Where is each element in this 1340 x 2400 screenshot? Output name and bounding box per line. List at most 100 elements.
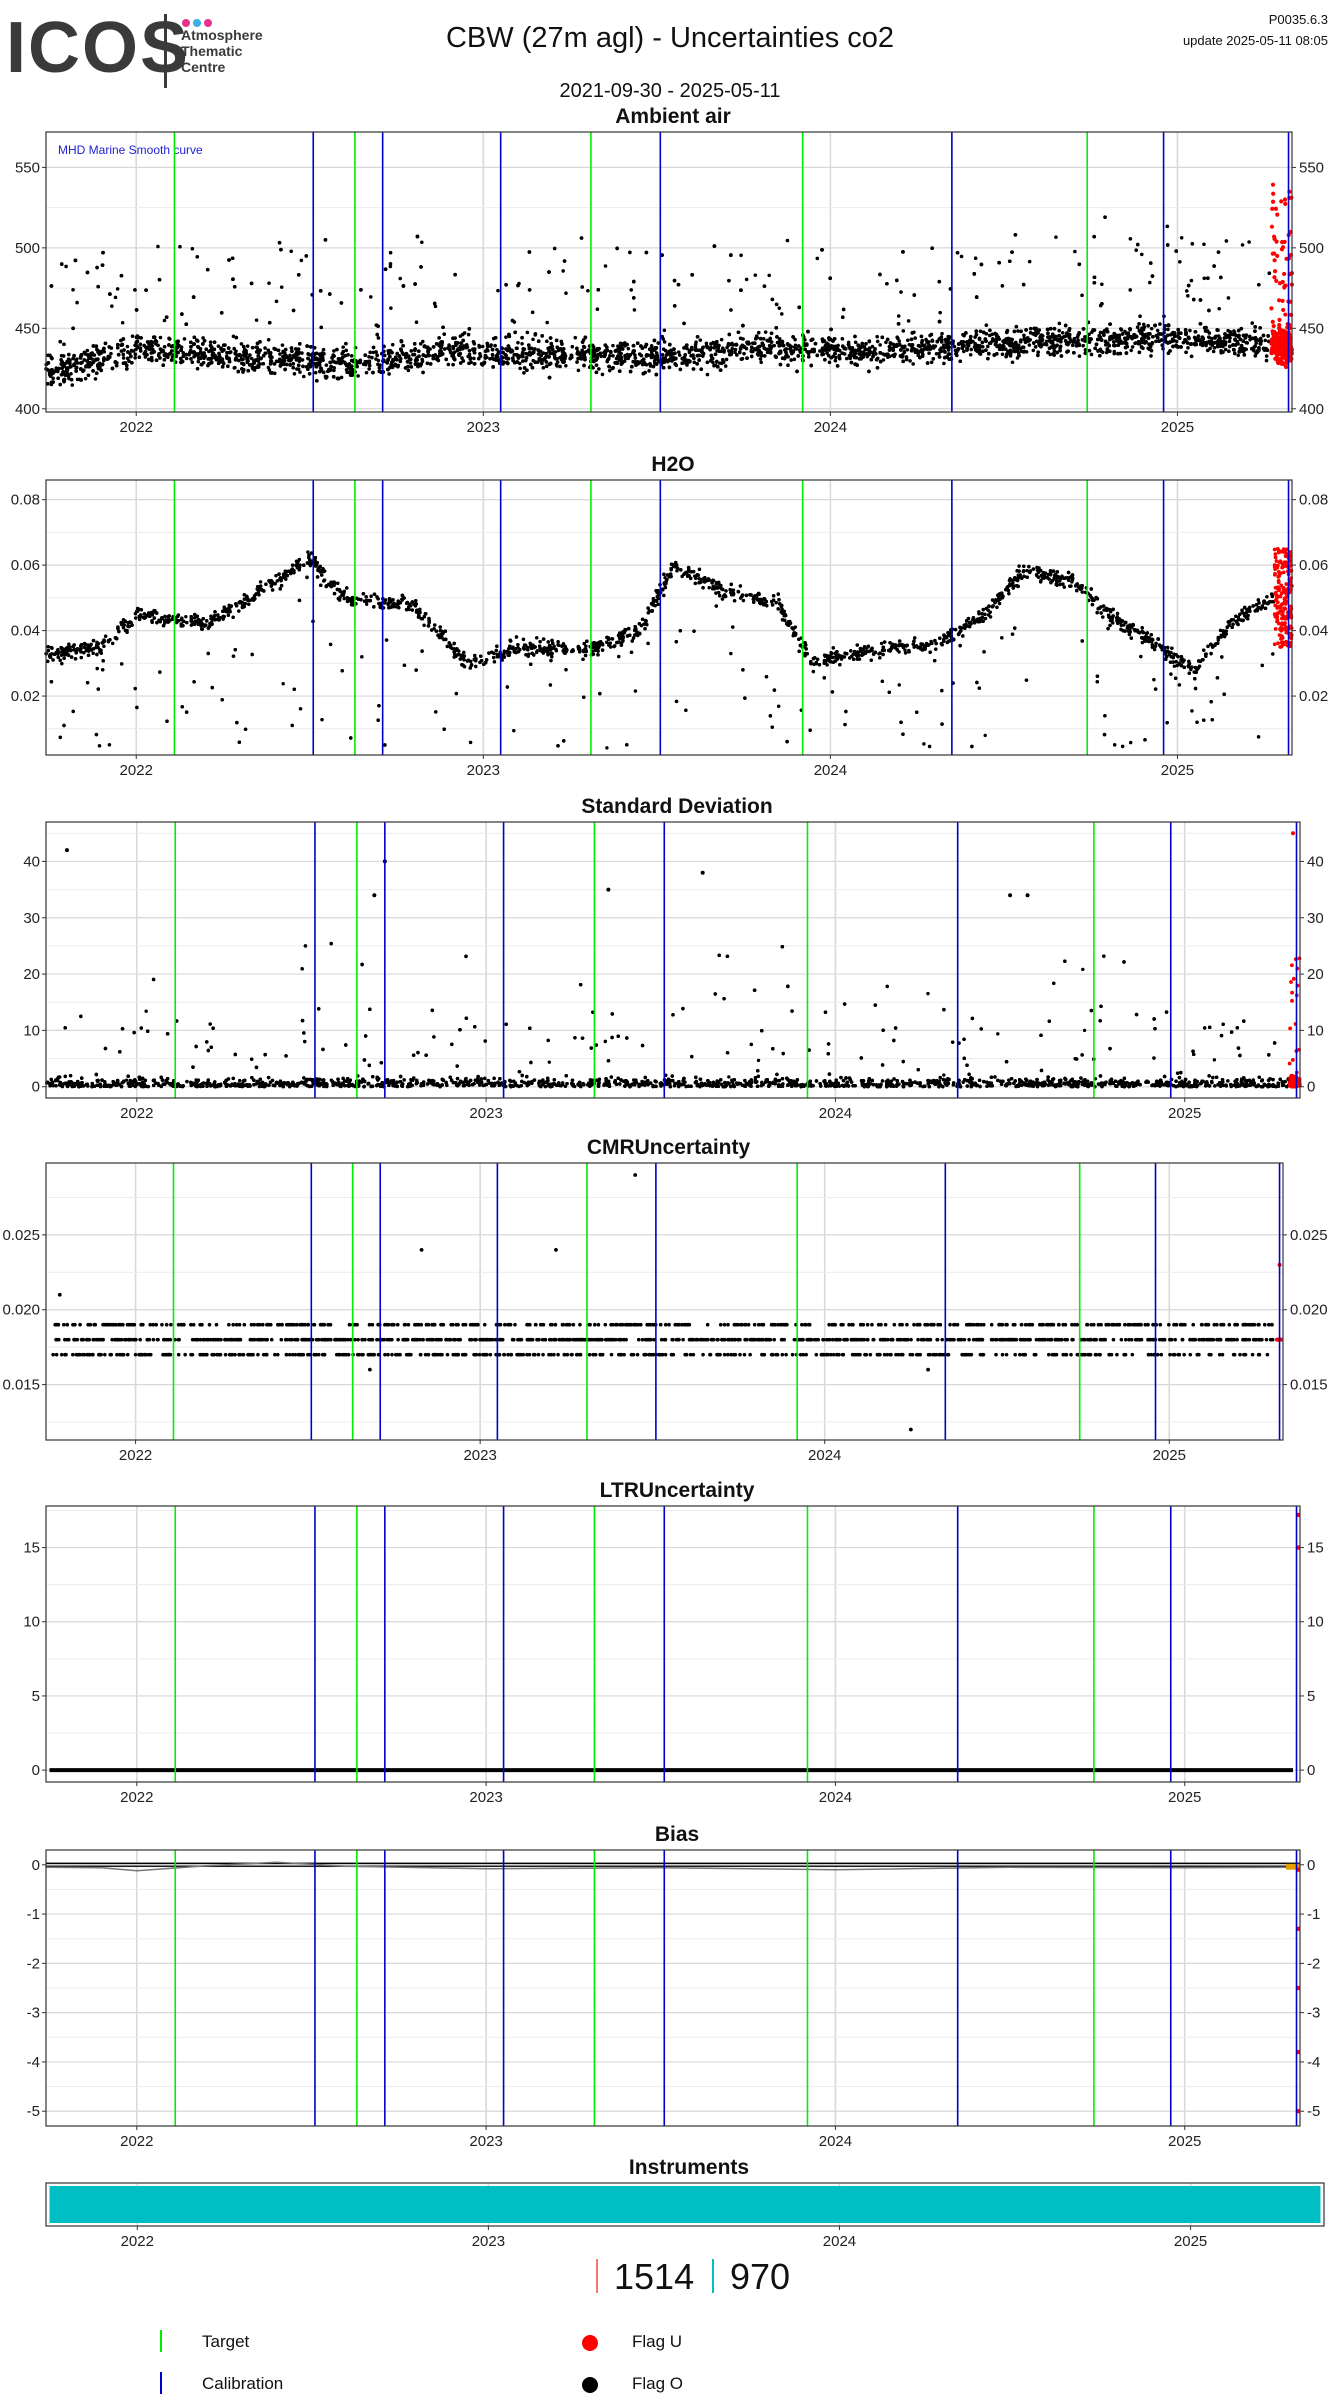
data-point <box>724 357 729 362</box>
data-point <box>134 308 139 312</box>
data-point <box>164 315 169 319</box>
data-point <box>1153 323 1157 328</box>
data-point <box>327 367 332 372</box>
data-point <box>339 301 344 305</box>
data-point <box>82 350 87 355</box>
data-point <box>1206 276 1210 280</box>
date-range: 2021-09-30 - 2025-05-11 <box>559 80 781 102</box>
data-point <box>718 349 723 354</box>
data-point <box>709 342 713 346</box>
data-point <box>1063 323 1068 328</box>
data-point <box>209 356 213 361</box>
data-point <box>195 366 200 371</box>
data-point <box>1183 337 1187 342</box>
data-point <box>1179 235 1184 240</box>
data-point <box>521 359 525 363</box>
data-point <box>649 355 654 360</box>
data-point <box>857 357 862 361</box>
data-point <box>69 377 74 382</box>
data-point <box>341 345 345 349</box>
data-point <box>1200 335 1205 340</box>
data-point <box>292 371 297 376</box>
data-point <box>583 335 588 340</box>
data-point <box>1092 280 1097 285</box>
data-point <box>910 331 915 335</box>
data-point <box>1034 326 1038 331</box>
data-point <box>968 352 973 357</box>
data-point <box>374 350 378 354</box>
data-point <box>1046 335 1050 339</box>
data-point <box>1248 337 1252 342</box>
data-point <box>611 354 615 358</box>
data-point <box>69 364 73 369</box>
data-point <box>833 351 837 356</box>
data-point <box>749 345 754 350</box>
data-point <box>1028 326 1033 331</box>
data-point <box>276 348 281 353</box>
data-point <box>455 341 460 345</box>
data-point <box>594 348 599 353</box>
data-point <box>490 356 495 360</box>
data-point <box>749 348 754 353</box>
data-point <box>810 337 815 342</box>
data-point <box>387 372 391 376</box>
data-point <box>308 364 313 369</box>
data-point <box>416 349 421 353</box>
data-point <box>485 348 490 353</box>
data-point <box>540 361 544 366</box>
data-point <box>605 348 609 352</box>
data-point <box>718 368 723 372</box>
data-point <box>704 344 709 348</box>
data-point <box>796 354 801 358</box>
data-point <box>388 264 393 269</box>
page-header: ICOS Atmosphere Thematic Centre CBW (27m… <box>0 0 1340 110</box>
data-point <box>1192 335 1197 340</box>
data-point <box>672 347 676 351</box>
data-point <box>939 340 944 344</box>
data-point <box>199 362 204 367</box>
data-point <box>328 360 332 365</box>
data-point <box>1122 341 1127 345</box>
data-point <box>821 338 825 343</box>
data-point <box>234 335 239 340</box>
data-point <box>1045 327 1050 332</box>
data-point <box>827 336 831 340</box>
data-point <box>318 289 323 293</box>
data-point <box>385 361 389 365</box>
data-point <box>254 350 259 354</box>
data-point <box>631 279 636 284</box>
data-point <box>738 336 743 341</box>
data-point <box>643 370 647 375</box>
data-point <box>631 343 636 348</box>
data-point <box>538 357 543 362</box>
data-point <box>1157 339 1161 344</box>
data-point <box>898 348 903 352</box>
data-point <box>92 353 97 357</box>
data-point <box>1058 344 1063 349</box>
data-point <box>1249 346 1254 351</box>
data-point <box>965 348 969 352</box>
data-point <box>1052 353 1056 357</box>
data-point <box>364 370 369 375</box>
data-point <box>516 340 520 345</box>
data-point <box>511 356 515 361</box>
data-point <box>935 339 940 344</box>
data-point <box>1202 276 1207 281</box>
data-point <box>236 369 241 374</box>
data-point <box>227 258 231 262</box>
data-point <box>897 339 902 343</box>
data-point <box>1149 354 1153 358</box>
data-point <box>389 306 393 310</box>
data-point <box>289 346 294 350</box>
data-point <box>909 348 914 353</box>
data-point <box>673 362 677 366</box>
data-point <box>650 348 654 352</box>
data-point <box>575 360 579 364</box>
chart-title: Ambient air <box>615 105 731 128</box>
data-point <box>1224 239 1229 243</box>
data-point <box>456 347 460 351</box>
data-point <box>878 359 883 364</box>
data-point <box>1164 340 1168 344</box>
data-point <box>266 337 271 342</box>
